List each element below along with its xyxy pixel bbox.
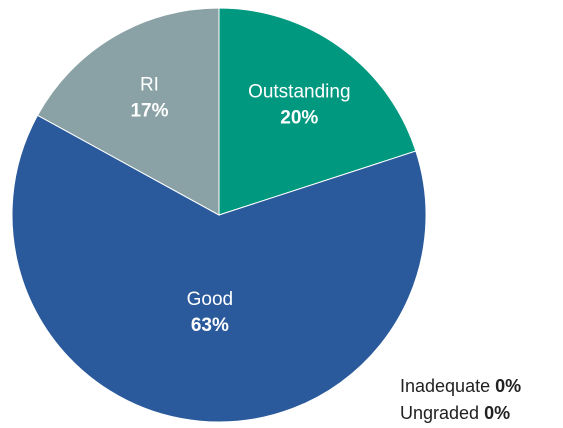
zero-label: Inadequate 0% xyxy=(400,376,521,396)
zero-value: 0% xyxy=(495,376,521,396)
zero-name: Inadequate xyxy=(400,376,490,396)
zero-name: Ungraded xyxy=(400,403,479,423)
pie-slice xyxy=(11,114,427,423)
pie-slice xyxy=(218,7,417,216)
zero-label: Ungraded 0% xyxy=(400,403,510,423)
slice-value: 20% xyxy=(280,107,318,128)
pie-slice xyxy=(36,7,220,216)
slice-value: 17% xyxy=(130,100,168,121)
zero-value: 0% xyxy=(484,403,510,423)
slice-label: RI xyxy=(140,74,159,95)
slice-value: 63% xyxy=(191,315,229,336)
slice-label: Outstanding xyxy=(248,81,350,102)
slice-label: Good xyxy=(187,289,233,310)
